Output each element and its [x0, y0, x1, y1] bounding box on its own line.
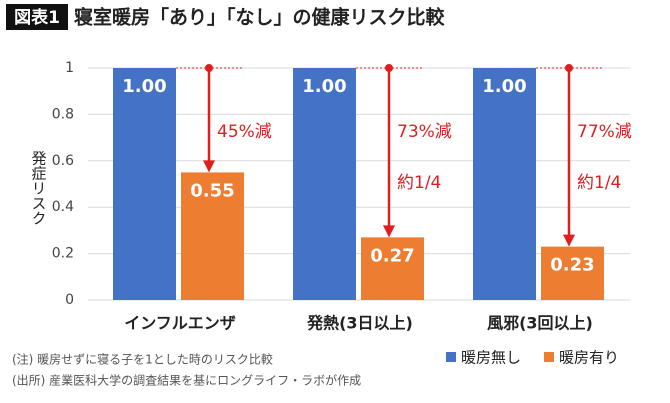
x-tick-label: 風邪(3回以上) — [487, 314, 593, 333]
arrow-head — [203, 160, 215, 173]
y-axis-label: 発症リスク — [30, 151, 48, 226]
y-tick-label: 1 — [65, 60, 74, 76]
value-label: 1.00 — [302, 76, 346, 97]
bar — [293, 68, 356, 300]
value-label: 0.23 — [550, 255, 594, 276]
annotation: 約1/4 — [397, 173, 441, 193]
y-tick-label: 0 — [65, 292, 74, 308]
legend-swatch — [544, 352, 554, 362]
y-tick-label: 0.2 — [52, 246, 74, 262]
value-label: 1.00 — [482, 76, 526, 97]
title-tag: 図表1 — [14, 7, 60, 28]
y-tick-label: 0.4 — [52, 199, 74, 215]
arrow-head — [383, 225, 395, 238]
bar — [113, 68, 176, 300]
note: (出所) 産業医科大学の調査結果を基にロングライフ・ラボが作成 — [12, 373, 361, 388]
bar — [181, 172, 244, 300]
value-label: 1.00 — [122, 76, 166, 97]
bar — [541, 246, 604, 300]
y-tick-label: 0.8 — [52, 106, 74, 122]
annotation: 約1/4 — [577, 173, 621, 193]
legend-label: 暖房無し — [461, 349, 521, 367]
annotation: 73%減 — [397, 122, 452, 142]
value-label: 0.27 — [370, 245, 414, 266]
chart-title: 寝室暖房「あり」「なし」の健康リスク比較 — [74, 6, 446, 29]
bar — [473, 68, 536, 300]
annotation: 77%減 — [577, 122, 632, 142]
annotation: 45%減 — [217, 122, 272, 142]
legend-swatch — [446, 352, 456, 362]
legend-label: 暖房有り — [559, 349, 619, 367]
y-tick-label: 0.6 — [52, 153, 74, 169]
arrow-head — [563, 234, 575, 247]
title-tag-box — [6, 4, 68, 30]
x-tick-label: 発熱(3日以上) — [306, 314, 413, 333]
note: (注) 暖房せずに寝る子を1とした時のリスク比較 — [12, 352, 273, 367]
value-label: 0.55 — [190, 180, 234, 201]
x-tick-label: インフルエンザ — [124, 314, 236, 333]
bar — [361, 237, 424, 300]
